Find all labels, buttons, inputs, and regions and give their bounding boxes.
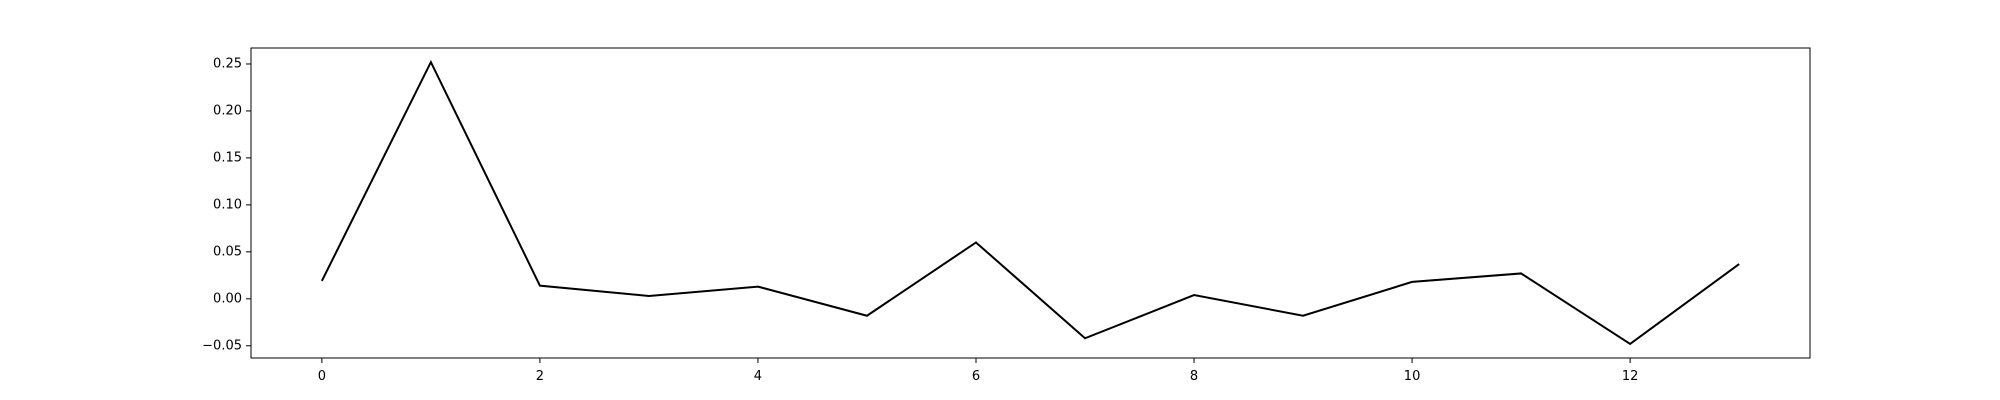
series-layer — [320, 59, 1740, 346]
y-axis: −0.05 0.00 0.05 0.10 0.15 0.20 0.25 — [202, 56, 251, 353]
x-tick-label: 2 — [536, 369, 544, 384]
x-tick-label: 10 — [1404, 369, 1421, 384]
y-tick-label: 0.05 — [213, 244, 242, 259]
x-tick-label: 4 — [754, 369, 762, 384]
x-tick-label: 0 — [318, 369, 326, 384]
x-tick-label: 12 — [1622, 369, 1639, 384]
y-tick-label: 0.10 — [213, 197, 242, 212]
x-axis: 0 2 4 6 8 10 12 — [318, 358, 1639, 384]
x-tick-label: 6 — [972, 369, 980, 384]
y-tick-label: 0.25 — [213, 56, 242, 71]
plot-area-frame — [250, 47, 1811, 359]
y-tick-label: 0.15 — [213, 150, 242, 165]
y-tick-label: 0.20 — [213, 103, 242, 118]
x-tick-label: 8 — [1190, 369, 1198, 384]
y-tick-label: −0.05 — [202, 338, 242, 353]
y-tick-label: 0.00 — [213, 291, 242, 306]
series-line — [320, 59, 1740, 346]
